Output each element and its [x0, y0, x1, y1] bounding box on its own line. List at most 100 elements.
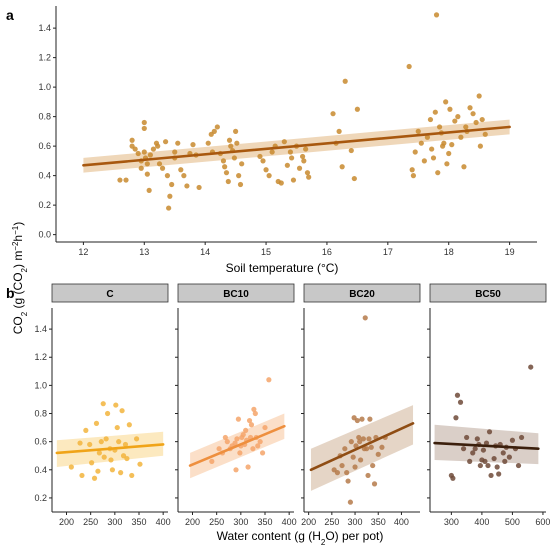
data-point	[299, 153, 306, 160]
y-title-mid3: h	[11, 235, 25, 242]
panel-a-label: a	[6, 7, 14, 23]
x-tick-label: 300	[348, 517, 363, 527]
data-point	[98, 439, 104, 445]
data-point	[485, 462, 491, 469]
y-tick-label: 0.4	[38, 171, 51, 181]
data-point	[354, 106, 360, 112]
data-point	[103, 436, 109, 442]
data-point	[409, 167, 415, 173]
data-point	[418, 140, 424, 146]
data-point	[155, 143, 161, 149]
x-tick-label: 400	[156, 517, 171, 527]
x-tick-label: 400	[394, 517, 409, 527]
data-point	[222, 164, 228, 170]
y-tick-label: 0.0	[38, 230, 51, 240]
panel-b-label: b	[6, 285, 15, 301]
data-point	[482, 131, 488, 137]
data-point	[159, 165, 166, 171]
data-point	[352, 464, 358, 470]
y-title-sup: −2	[11, 241, 20, 251]
data-point	[362, 315, 368, 321]
trend-line-bc10	[188, 424, 286, 467]
data-point	[360, 436, 366, 442]
y-tick-label: 1.4	[34, 324, 47, 334]
data-point	[412, 149, 418, 155]
y-tick-label: 1.0	[34, 380, 47, 390]
data-point	[500, 450, 506, 456]
data-point	[518, 434, 525, 441]
data-point	[342, 446, 348, 452]
data-point	[453, 415, 459, 421]
data-point	[129, 137, 135, 143]
data-point	[252, 410, 258, 417]
data-point	[132, 146, 138, 152]
data-point	[144, 171, 150, 177]
data-point	[334, 470, 341, 476]
data-point	[266, 173, 272, 179]
data-point	[146, 187, 152, 193]
x-tick-label: 300	[444, 517, 459, 527]
data-point	[246, 417, 253, 424]
data-point	[250, 446, 256, 452]
x-tick-label: 350	[371, 517, 386, 527]
data-point	[196, 184, 202, 191]
data-point	[235, 416, 242, 422]
data-point	[281, 139, 287, 145]
data-point	[96, 450, 102, 456]
data-point	[494, 464, 500, 470]
data-point	[467, 458, 473, 464]
x-tick-label: 14	[200, 247, 210, 257]
data-point	[118, 470, 124, 476]
data-point	[109, 467, 116, 473]
x-tick-label: 350	[131, 517, 146, 527]
data-point	[421, 158, 427, 164]
x-axis-title-temperature: Soil temperature (°C)	[226, 261, 339, 275]
x-tick-label: 19	[505, 247, 515, 257]
data-point	[427, 116, 434, 123]
y-title-sup2: −1	[11, 225, 20, 235]
data-point	[474, 436, 480, 442]
data-point	[430, 155, 437, 161]
data-point	[447, 106, 453, 112]
y-tick-label: 1.0	[38, 82, 51, 92]
data-point	[214, 124, 220, 130]
data-point	[304, 170, 311, 176]
data-point	[515, 462, 522, 469]
data-point	[371, 481, 378, 487]
y-tick-label: 1.2	[38, 53, 51, 63]
data-point	[486, 429, 493, 435]
data-point	[178, 167, 184, 173]
data-point	[455, 114, 461, 120]
data-point	[260, 158, 266, 164]
y-axis-title-co2: CO2 (g (CO2) m−2h−1)	[11, 222, 29, 335]
data-point	[432, 109, 438, 115]
data-point	[117, 177, 123, 183]
x-axis-title-part: Water content (g (H	[217, 529, 321, 543]
data-point	[156, 161, 163, 167]
data-point	[358, 457, 364, 463]
x-tick-label: 13	[139, 247, 149, 257]
data-point	[290, 177, 297, 183]
data-point	[243, 427, 249, 433]
data-point	[406, 63, 412, 70]
data-point	[330, 111, 336, 117]
data-point	[477, 143, 483, 149]
data-point	[169, 181, 175, 188]
data-point	[129, 472, 135, 479]
data-point	[339, 164, 345, 170]
data-point	[356, 434, 362, 441]
data-point	[114, 424, 120, 431]
data-point	[472, 446, 478, 452]
data-point	[141, 149, 147, 155]
data-point	[95, 468, 101, 474]
facet-strip-bc20	[303, 283, 421, 303]
x-tick-label: 300	[107, 517, 122, 527]
data-point	[190, 142, 196, 148]
data-point	[83, 427, 89, 433]
data-point	[528, 364, 534, 370]
trend-line-a	[82, 125, 511, 167]
data-point	[234, 140, 240, 146]
data-point	[452, 118, 458, 124]
data-point	[433, 12, 440, 18]
